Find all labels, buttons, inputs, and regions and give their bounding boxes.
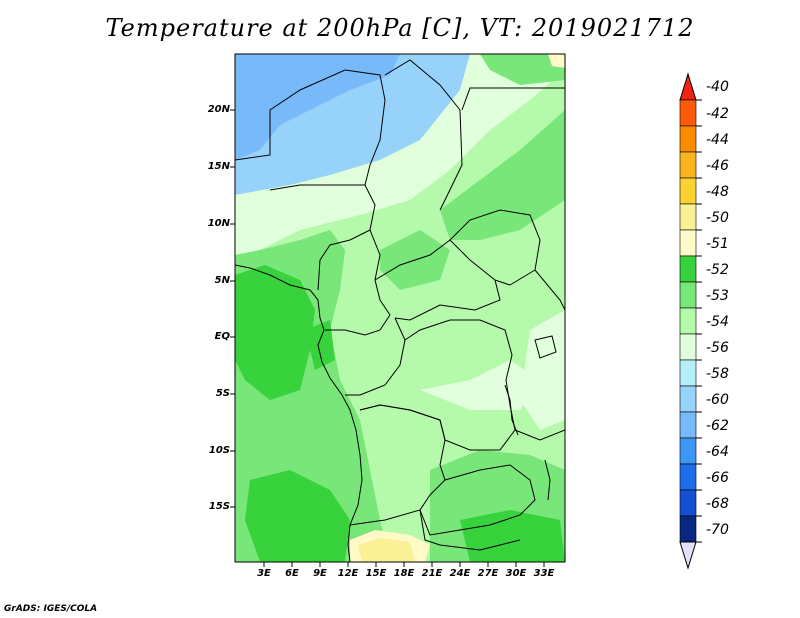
- border-cameroon: [325, 229, 391, 336]
- colorbar-segment: [679, 229, 697, 257]
- map-title: Temperature at 200hPa [C], VT: 201902171…: [105, 14, 695, 42]
- colorbar-segment: [679, 151, 697, 179]
- colorbar-label: -46: [706, 158, 729, 174]
- lon-label: 15E: [365, 568, 387, 579]
- lat-label: 20N: [207, 104, 230, 115]
- field-level-54-pale-east: [420, 360, 540, 410]
- border-tanzania: [514, 429, 565, 441]
- colorbar-segment: [679, 489, 697, 517]
- coastline-west: [235, 264, 363, 562]
- colorbar-label: -66: [706, 470, 729, 486]
- credit-text: GrADS: IGES/COLA: [4, 604, 98, 614]
- field-level-52-coast: [305, 320, 335, 370]
- colorbar-segment: [679, 203, 697, 231]
- colorbar-segment: [679, 411, 697, 439]
- field-level-54-pale-east2: [520, 310, 565, 430]
- lat-label: 15N: [207, 161, 230, 172]
- colorbar-segment: [679, 99, 697, 127]
- lat-label: 5N: [214, 275, 230, 286]
- colorbar-segment: [679, 177, 697, 205]
- lat-label: 5S: [215, 388, 230, 399]
- lat-label: 15S: [208, 501, 230, 512]
- colorbar-label: -64: [706, 444, 729, 460]
- colorbar-segment: [679, 515, 697, 543]
- field-level-58-north: [235, 54, 400, 160]
- colorbar-label: -70: [706, 522, 729, 538]
- lat-label: EQ: [214, 331, 230, 342]
- colorbar-segment: [679, 359, 697, 387]
- lon-label: 33E: [533, 568, 555, 579]
- lon-label: 3E: [257, 568, 271, 579]
- colorbar-label: -58: [706, 366, 729, 382]
- border-zambia: [419, 464, 536, 536]
- border-congo: [345, 317, 406, 396]
- lon-label: 30E: [505, 568, 527, 579]
- colorbar-label: -44: [706, 132, 729, 148]
- border-east: [534, 269, 565, 311]
- colorbar-label: -68: [706, 496, 729, 512]
- lake-malawi: [544, 459, 551, 501]
- colorbar-top-arrow: [679, 72, 697, 101]
- lon-label: 24E: [449, 568, 471, 579]
- colorbar-segment: [679, 307, 697, 335]
- lon-label: 12E: [337, 568, 359, 579]
- colorbar-label: -54: [706, 314, 729, 330]
- field-level-52-south: [460, 510, 565, 562]
- colorbar-label: -51: [706, 236, 729, 252]
- axis-ticks: [230, 109, 545, 567]
- field-level-53-ne-band: [480, 54, 565, 85]
- lat-label: 10S: [208, 445, 230, 456]
- colorbar-segment: [679, 281, 697, 309]
- filled-contours: [235, 54, 565, 562]
- colorbar-segment: [679, 437, 697, 465]
- lon-label: 9E: [313, 568, 327, 579]
- colorbar-segment: [679, 125, 697, 153]
- lon-label: 27E: [477, 568, 499, 579]
- border-niger-chad: [384, 59, 463, 211]
- lake-tanganyika: [504, 384, 519, 436]
- colorbar-label: -48: [706, 184, 729, 200]
- border-chad-sudan: [461, 87, 565, 111]
- colorbar-segment: [679, 255, 697, 283]
- colorbar-label: -53: [706, 288, 729, 304]
- colorbar-label: -40: [706, 79, 729, 95]
- lat-label: 10N: [207, 218, 230, 229]
- colorbar-label: -42: [706, 106, 729, 122]
- field-level-53-northeast: [440, 110, 565, 240]
- border-mali-niger: [235, 69, 386, 186]
- border-south-sudan: [449, 209, 541, 286]
- field-level-52-west: [235, 265, 315, 400]
- field-level-52-southwest: [245, 470, 350, 562]
- border-nigeria: [269, 184, 376, 291]
- field-level-51-ne: [548, 54, 565, 68]
- colorbar-bottom-arrow: [679, 541, 697, 570]
- colorbar-label: -56: [706, 340, 729, 356]
- lake-victoria: [534, 335, 557, 359]
- colorbar-segment: [679, 333, 697, 361]
- lon-label: 6E: [285, 568, 299, 579]
- lon-label: 21E: [421, 568, 443, 579]
- colorbar-segment: [679, 463, 697, 491]
- field-level-54-pale-north: [235, 54, 565, 255]
- colorbar-segment: [679, 385, 697, 413]
- lon-label: 18E: [393, 568, 415, 579]
- colorbar-label: -50: [706, 210, 729, 226]
- borders: [235, 59, 565, 562]
- colorbar-label: -52: [706, 262, 729, 278]
- colorbar: [679, 72, 702, 570]
- border-angola: [349, 404, 446, 526]
- field-level-50-south: [358, 538, 415, 562]
- border-south: [419, 509, 521, 551]
- colorbar-label: -62: [706, 418, 729, 434]
- map-frame: [234, 53, 566, 563]
- colorbar-label: -60: [706, 392, 729, 408]
